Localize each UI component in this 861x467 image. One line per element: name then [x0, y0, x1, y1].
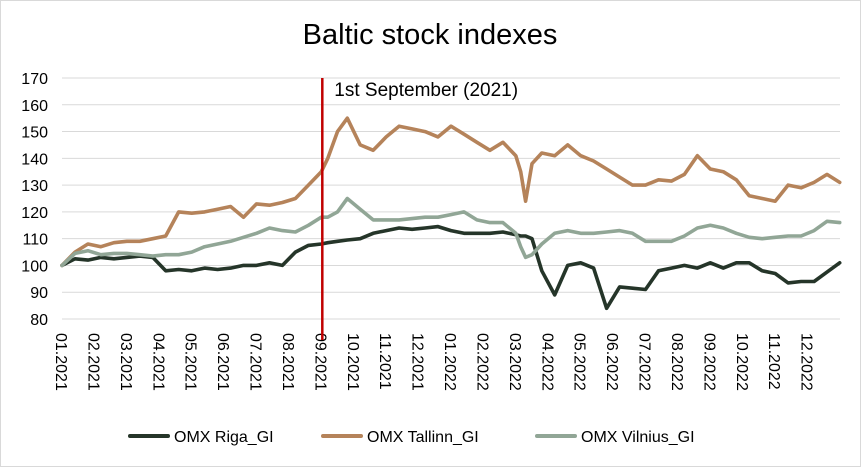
series-line-2 [60, 196, 842, 268]
x-tick-label: 10.2022 [733, 333, 750, 391]
x-tick-label: 01.2022 [441, 333, 458, 391]
x-tick-label: 02.2021 [84, 333, 101, 391]
x-tick-label: 12.2021 [409, 333, 426, 391]
y-tick-label: 100 [21, 258, 48, 275]
y-tick-label: 140 [21, 151, 48, 168]
x-tick-label: 07.2022 [636, 333, 653, 391]
x-tick-label: 04.2021 [149, 333, 166, 391]
series-layer [60, 116, 842, 311]
y-tick-label: 110 [22, 232, 48, 249]
x-tick-label: 04.2022 [538, 333, 555, 391]
y-tick-label: 80 [30, 312, 48, 329]
legend-label-1: OMX Tallinn_GI [367, 429, 479, 446]
chart-title: Baltic stock indexes [303, 19, 558, 51]
x-axis-ticks: 01.2021 02.2021 03.2021 04.2021 05.2021 06.20… [52, 333, 815, 391]
x-tick-label: 01.2021 [52, 333, 69, 391]
legend: OMX Riga_GI OMX Tallinn_GI OMX Vilnius_GI [128, 429, 695, 446]
y-tick-label: 130 [21, 178, 48, 195]
x-tick-label: 05.2021 [182, 333, 199, 391]
annotation-layer: 1st September (2021) [321, 78, 518, 340]
series-line-0 [60, 224, 842, 311]
y-tick-label: 120 [21, 205, 48, 222]
x-tick-label: 06.2022 [603, 333, 620, 391]
x-tick-label: 08.2021 [279, 333, 296, 391]
x-tick-label: 11.2021 [376, 333, 393, 390]
annotation-label: 1st September (2021) [334, 80, 518, 101]
x-tick-label: 07.2021 [247, 333, 264, 391]
legend-label-2: OMX Vilnius_GI [581, 429, 695, 446]
x-tick-label: 06.2021 [214, 333, 231, 391]
x-tick-label: 03.2022 [506, 333, 523, 391]
legend-label-0: OMX Riga_GI [174, 429, 274, 446]
x-tick-label: 09.2021 [311, 333, 328, 391]
x-tick-label: 08.2022 [668, 333, 685, 391]
y-tick-label: 170 [21, 71, 48, 88]
series-line-1 [60, 116, 842, 268]
grid-lines [62, 77, 840, 320]
x-tick-label: 12.2022 [798, 333, 815, 391]
y-tick-label: 150 [21, 125, 48, 142]
x-tick-label: 10.2021 [344, 333, 361, 391]
x-tick-label: 09.2022 [700, 333, 717, 391]
x-tick-label: 05.2022 [571, 333, 588, 391]
y-axis-ticks: 80 90 100 110 120 130 140 150 160 170 [21, 71, 48, 329]
y-tick-label: 160 [21, 98, 48, 115]
y-tick-label: 90 [30, 285, 48, 302]
x-tick-label: 02.2022 [473, 333, 490, 391]
x-tick-label: 11.2022 [765, 333, 782, 390]
x-tick-label: 03.2021 [117, 333, 134, 391]
